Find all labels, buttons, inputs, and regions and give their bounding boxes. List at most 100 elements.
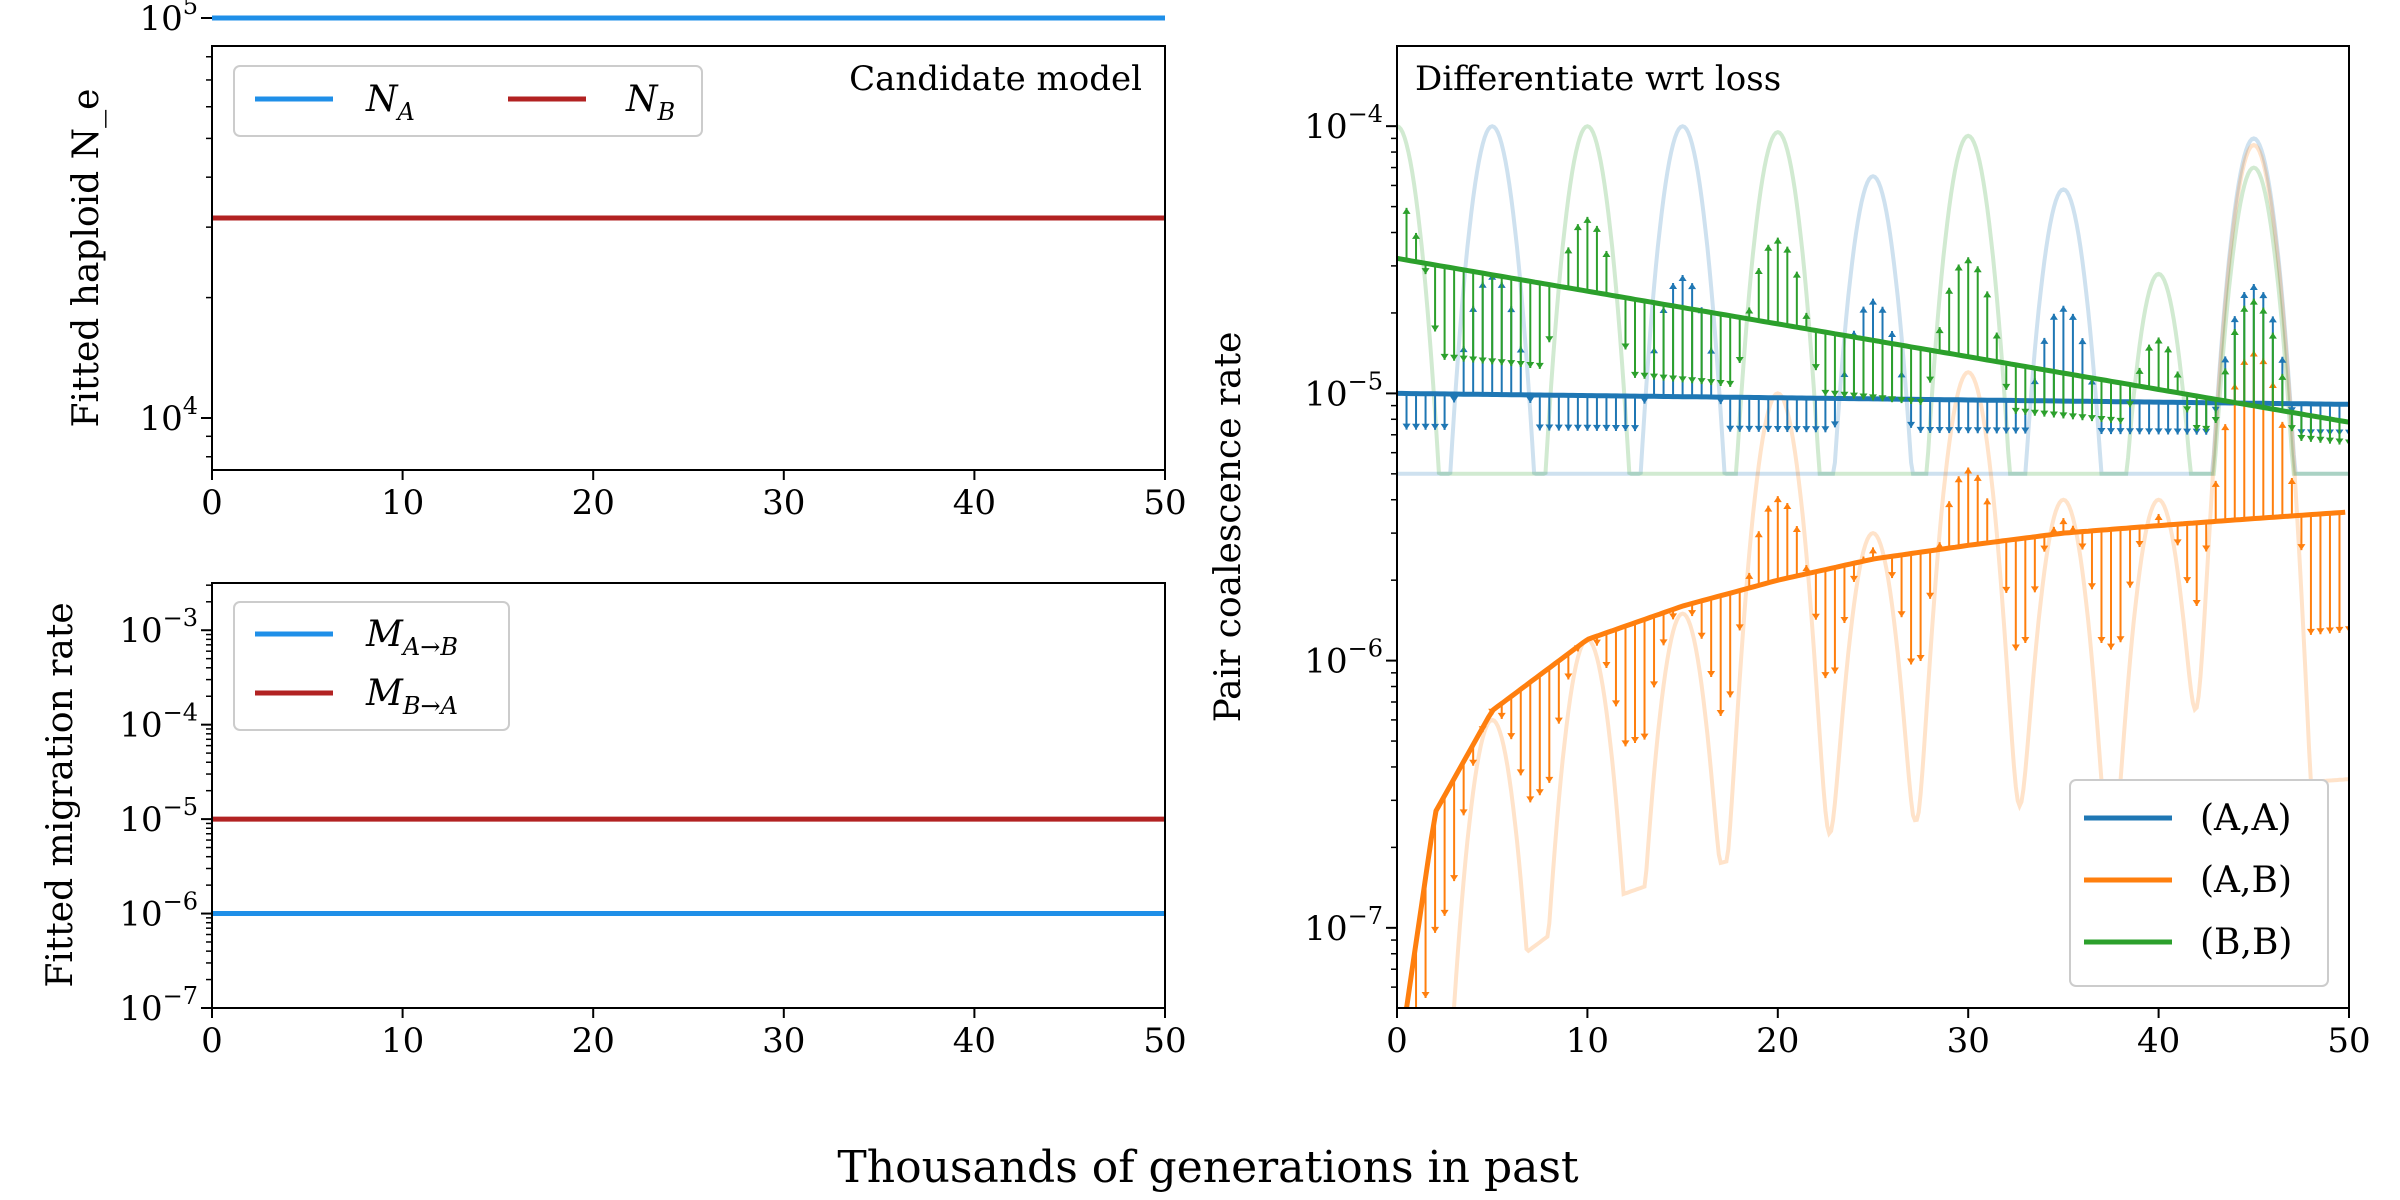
coal-gradient-arrowhead-ab bbox=[1536, 789, 1544, 795]
coal-gradient-arrowhead-ab bbox=[1660, 639, 1668, 645]
coal-gradient-arrowhead-ab bbox=[2193, 600, 2201, 606]
coal-gradient-arrowhead-ab bbox=[2183, 577, 2191, 583]
coal-gradient-arrowhead-bb bbox=[1821, 390, 1829, 396]
ne-panel: 104105 0 10 20 30 40 50 Fitted haploid N_e Ca… bbox=[66, 0, 1187, 523]
coal-gradient-arrowhead-bb bbox=[2088, 415, 2096, 421]
coal-gradient-arrowhead-ab bbox=[1650, 681, 1658, 687]
coal-gradient-arrowhead-bb bbox=[1679, 376, 1687, 382]
ne-xtick-label: 0 bbox=[201, 483, 223, 523]
coal-gradient-arrowhead-bb bbox=[2040, 411, 2048, 417]
coal-gradient-arrowhead-bb bbox=[2326, 438, 2334, 444]
coal-gradient-arrowhead-bb bbox=[2107, 417, 2115, 423]
coal-gradient-arrowhead-bb bbox=[1783, 247, 1791, 253]
mig-ylabel: Fitted migration rate bbox=[40, 602, 81, 987]
coal-gradient-arrowhead-ab bbox=[2155, 514, 2163, 520]
coal-gradient-arrowhead-bb bbox=[1650, 374, 1658, 380]
coal-gradient-arrowhead-ab bbox=[1698, 633, 1706, 639]
mig-xtick-label: 30 bbox=[762, 1021, 805, 1061]
coal-gradient-arrowhead-ab bbox=[2326, 628, 2334, 634]
mig-xtick-label: 40 bbox=[953, 1021, 996, 1061]
coal-gradient-arrowhead-aa bbox=[1555, 425, 1563, 431]
coal-gradient-arrowhead-bb bbox=[1707, 379, 1715, 385]
coal-gradient-arrowhead-aa bbox=[1917, 427, 1925, 433]
coal-gradient-arrowhead-ab bbox=[1821, 672, 1829, 678]
coal-gradient-arrowhead-aa bbox=[2002, 427, 2010, 433]
coal-ylabel: Pair coalescence rate bbox=[1208, 332, 1249, 723]
coal-gradient-arrowhead-ab bbox=[1450, 875, 1458, 881]
coal-gradient-arrowhead-ab bbox=[1898, 611, 1906, 617]
coal-gradient-arrowhead-bb bbox=[2059, 412, 2067, 418]
coal-gradient-arrowhead-bb bbox=[2269, 333, 2277, 339]
coal-gradient-arrowhead-aa bbox=[2155, 428, 2163, 434]
mig-panel: 10−7 10−6 10−5 10−4 10−3 0 10 20 30 40 50 Fitted … bbox=[40, 583, 1187, 1061]
coal-gradient-arrowhead-bb bbox=[2012, 408, 2020, 414]
ne-x-ticks: 0 10 20 30 40 50 bbox=[201, 470, 1186, 523]
coal-gradient-arrowhead-aa bbox=[1593, 425, 1601, 431]
coal-gradient-arrowhead-bb bbox=[2259, 308, 2267, 314]
ne-ytick-label: 104 bbox=[139, 392, 198, 439]
coal-gradient-arrowhead-ab bbox=[1431, 927, 1439, 933]
coal-gradient-arrowhead-ab bbox=[1460, 809, 1468, 815]
coal-gradient-arrowhead-ab bbox=[2316, 628, 2324, 634]
coal-gradient-arrowhead-ab bbox=[1602, 662, 1610, 668]
coal-gradient-arrowhead-bb bbox=[1593, 226, 1601, 232]
coal-gradient-arrowhead-bb bbox=[1726, 381, 1734, 387]
coal-gradient-arrowhead-ab bbox=[1526, 796, 1534, 802]
coal-legend: (A,A) (A,B) (B,B) bbox=[2070, 780, 2328, 986]
coal-gradient-arrowhead-aa bbox=[1441, 424, 1449, 430]
mig-plot-area bbox=[212, 819, 1165, 913]
coal-gradient-arrowhead-aa bbox=[1403, 424, 1411, 430]
coal-gradient-arrowhead-ab bbox=[1764, 506, 1772, 512]
coal-gradient-arrowhead-aa bbox=[1745, 426, 1753, 432]
coal-gradient-arrowhead-aa bbox=[1574, 425, 1582, 431]
coal-gradient-arrowhead-ab bbox=[2059, 518, 2067, 524]
ne-xtick-label: 50 bbox=[1143, 483, 1186, 523]
coal-gradient-arrowhead-aa bbox=[1964, 427, 1972, 433]
coal-y-ticks: 10−710−610−510−4 bbox=[1304, 100, 1397, 987]
coal-gradient-arrowhead-ab bbox=[1412, 1057, 1420, 1063]
coal-gradient-arrowhead-aa bbox=[1936, 427, 1944, 433]
coal-xtick-label: 0 bbox=[1386, 1021, 1408, 1061]
coal-gradient-arrowhead-aa bbox=[1774, 426, 1782, 432]
coal-gradient-arrowhead-bb bbox=[1669, 375, 1677, 381]
coal-gradient-arrowhead-aa bbox=[1755, 426, 1763, 432]
coal-gradient-arrowhead-ab bbox=[1983, 498, 1991, 504]
coal-gradient-arrowhead-ab bbox=[2126, 582, 2134, 588]
coal-gradient-arrowhead-aa bbox=[1869, 299, 1877, 305]
coal-gradient-arrowhead-aa bbox=[1802, 426, 1810, 432]
mig-xtick-label: 0 bbox=[201, 1021, 223, 1061]
coal-gradient-arrowhead-aa bbox=[1926, 427, 1934, 433]
coal-gradient-arrowhead-ab bbox=[1555, 718, 1563, 724]
ne-ylabel-text: Fitted haploid N_e bbox=[66, 89, 107, 428]
coal-gradient-arrowhead-bb bbox=[1688, 377, 1696, 383]
coal-xtick-label: 50 bbox=[2327, 1021, 2370, 1061]
ne-legend: NA NB bbox=[234, 66, 702, 136]
ne-xtick-label: 10 bbox=[381, 483, 424, 523]
coal-gradient-arrowhead-aa bbox=[1793, 426, 1801, 432]
coal-gradient-arrowhead-ab bbox=[1612, 700, 1620, 706]
coal-gradient-arrowhead-ab bbox=[1755, 531, 1763, 537]
coal-gradient-arrowhead-ab bbox=[1507, 733, 1515, 739]
coal-gradient-arrowhead-aa bbox=[1888, 331, 1896, 337]
coal-gradient-arrowhead-bb bbox=[1488, 358, 1496, 364]
coal-gradient-arrowhead-aa bbox=[1422, 424, 1430, 430]
coal-gradient-arrowhead-ab bbox=[1907, 659, 1915, 665]
coal-gradient-arrowhead-ab bbox=[2012, 645, 2020, 651]
mig-ytick-label: 10−4 bbox=[119, 699, 198, 746]
mig-y-ticks: 10−7 10−6 10−5 10−4 10−3 bbox=[119, 585, 212, 1029]
coal-gradient-arrowhead-bb bbox=[1974, 266, 1982, 272]
mig-legend: MA→B MB→A bbox=[234, 602, 509, 730]
coal-gradient-arrowhead-aa bbox=[2078, 338, 2086, 344]
coal-gradient-arrowhead-bb bbox=[2031, 410, 2039, 416]
coal-gradient-arrowhead-aa bbox=[2040, 338, 2048, 344]
coal-gradient-arrowhead-aa bbox=[2012, 428, 2020, 434]
coal-gradient-arrowhead-bb bbox=[1764, 245, 1772, 251]
coal-gradient-arrowhead-bb bbox=[1517, 361, 1525, 367]
coal-gradient-arrowhead-bb bbox=[1793, 272, 1801, 278]
coal-gradient-arrowhead-aa bbox=[2069, 314, 2077, 320]
coal-gradient-arrowhead-bb bbox=[1441, 354, 1449, 360]
coal-gradient-arrowhead-ab bbox=[1631, 737, 1639, 743]
coal-gradient-arrowhead-ab bbox=[1964, 467, 1972, 473]
coal-gradient-arrowhead-ab bbox=[2031, 586, 2039, 592]
